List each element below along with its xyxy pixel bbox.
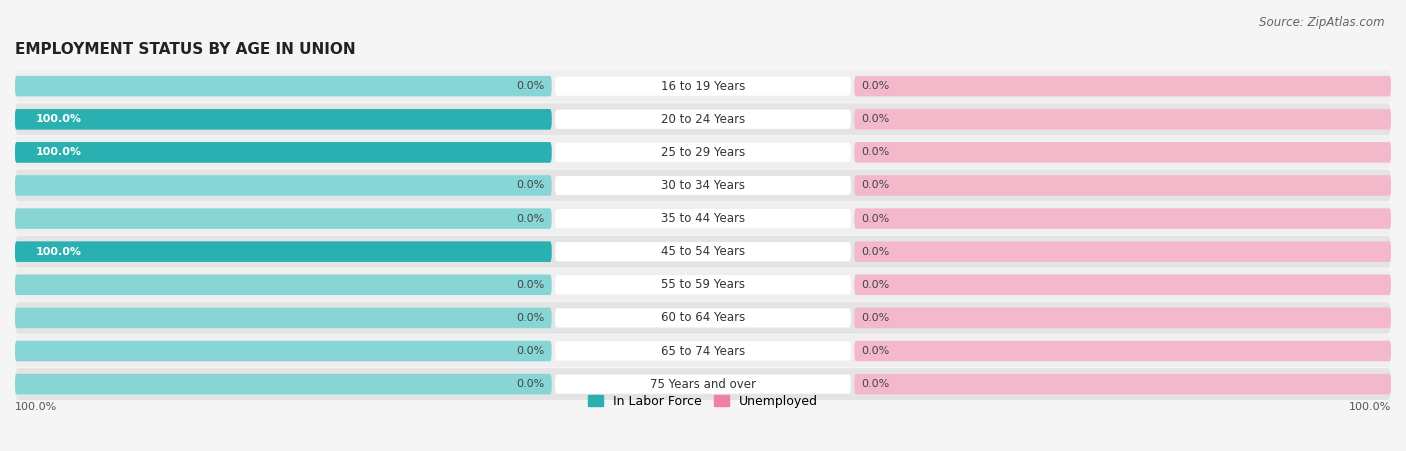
FancyBboxPatch shape [15, 275, 551, 295]
Text: 100.0%: 100.0% [35, 147, 82, 157]
Text: 0.0%: 0.0% [862, 313, 890, 323]
Text: 0.0%: 0.0% [516, 214, 544, 224]
FancyBboxPatch shape [855, 142, 1391, 163]
Text: 0.0%: 0.0% [516, 280, 544, 290]
FancyBboxPatch shape [15, 341, 551, 361]
FancyBboxPatch shape [15, 103, 1391, 135]
Text: 55 to 59 Years: 55 to 59 Years [661, 278, 745, 291]
Text: 25 to 29 Years: 25 to 29 Years [661, 146, 745, 159]
Text: 0.0%: 0.0% [516, 379, 544, 389]
FancyBboxPatch shape [555, 374, 851, 394]
Text: 60 to 64 Years: 60 to 64 Years [661, 311, 745, 324]
FancyBboxPatch shape [555, 308, 851, 327]
FancyBboxPatch shape [15, 236, 1391, 267]
Text: Source: ZipAtlas.com: Source: ZipAtlas.com [1260, 16, 1385, 29]
Text: 0.0%: 0.0% [862, 147, 890, 157]
FancyBboxPatch shape [555, 341, 851, 361]
FancyBboxPatch shape [855, 275, 1391, 295]
FancyBboxPatch shape [855, 341, 1391, 361]
Text: 100.0%: 100.0% [1348, 402, 1391, 412]
Text: EMPLOYMENT STATUS BY AGE IN UNION: EMPLOYMENT STATUS BY AGE IN UNION [15, 42, 356, 57]
Legend: In Labor Force, Unemployed: In Labor Force, Unemployed [583, 390, 823, 413]
FancyBboxPatch shape [855, 374, 1391, 394]
FancyBboxPatch shape [855, 109, 1391, 129]
FancyBboxPatch shape [15, 137, 1391, 168]
Text: 35 to 44 Years: 35 to 44 Years [661, 212, 745, 225]
FancyBboxPatch shape [15, 335, 1391, 367]
FancyBboxPatch shape [15, 70, 1391, 102]
Text: 0.0%: 0.0% [862, 346, 890, 356]
FancyBboxPatch shape [15, 208, 551, 229]
Text: 0.0%: 0.0% [516, 313, 544, 323]
FancyBboxPatch shape [15, 142, 551, 163]
Text: 75 Years and over: 75 Years and over [650, 377, 756, 391]
FancyBboxPatch shape [15, 202, 1391, 235]
FancyBboxPatch shape [555, 77, 851, 96]
Text: 0.0%: 0.0% [862, 81, 890, 91]
Text: 100.0%: 100.0% [35, 247, 82, 257]
Text: 20 to 24 Years: 20 to 24 Years [661, 113, 745, 126]
FancyBboxPatch shape [15, 269, 1391, 301]
FancyBboxPatch shape [855, 76, 1391, 97]
FancyBboxPatch shape [15, 109, 551, 129]
FancyBboxPatch shape [15, 241, 551, 262]
Text: 16 to 19 Years: 16 to 19 Years [661, 80, 745, 92]
FancyBboxPatch shape [15, 76, 551, 97]
FancyBboxPatch shape [15, 374, 551, 394]
Text: 65 to 74 Years: 65 to 74 Years [661, 345, 745, 358]
Text: 0.0%: 0.0% [516, 180, 544, 190]
FancyBboxPatch shape [555, 242, 851, 261]
FancyBboxPatch shape [555, 209, 851, 228]
Text: 100.0%: 100.0% [15, 402, 58, 412]
FancyBboxPatch shape [555, 143, 851, 162]
Text: 30 to 34 Years: 30 to 34 Years [661, 179, 745, 192]
FancyBboxPatch shape [855, 308, 1391, 328]
Text: 0.0%: 0.0% [862, 280, 890, 290]
FancyBboxPatch shape [555, 110, 851, 129]
Text: 45 to 54 Years: 45 to 54 Years [661, 245, 745, 258]
FancyBboxPatch shape [15, 368, 1391, 400]
FancyBboxPatch shape [15, 175, 551, 196]
FancyBboxPatch shape [855, 175, 1391, 196]
Text: 0.0%: 0.0% [516, 346, 544, 356]
FancyBboxPatch shape [855, 208, 1391, 229]
FancyBboxPatch shape [555, 176, 851, 195]
FancyBboxPatch shape [15, 170, 1391, 202]
Text: 0.0%: 0.0% [862, 379, 890, 389]
Text: 0.0%: 0.0% [862, 214, 890, 224]
FancyBboxPatch shape [555, 275, 851, 295]
FancyBboxPatch shape [15, 142, 551, 163]
Text: 0.0%: 0.0% [862, 180, 890, 190]
FancyBboxPatch shape [15, 308, 551, 328]
Text: 0.0%: 0.0% [516, 81, 544, 91]
FancyBboxPatch shape [15, 241, 551, 262]
Text: 100.0%: 100.0% [35, 114, 82, 124]
Text: 0.0%: 0.0% [862, 247, 890, 257]
Text: 0.0%: 0.0% [862, 114, 890, 124]
FancyBboxPatch shape [15, 302, 1391, 334]
FancyBboxPatch shape [855, 241, 1391, 262]
FancyBboxPatch shape [15, 109, 551, 129]
